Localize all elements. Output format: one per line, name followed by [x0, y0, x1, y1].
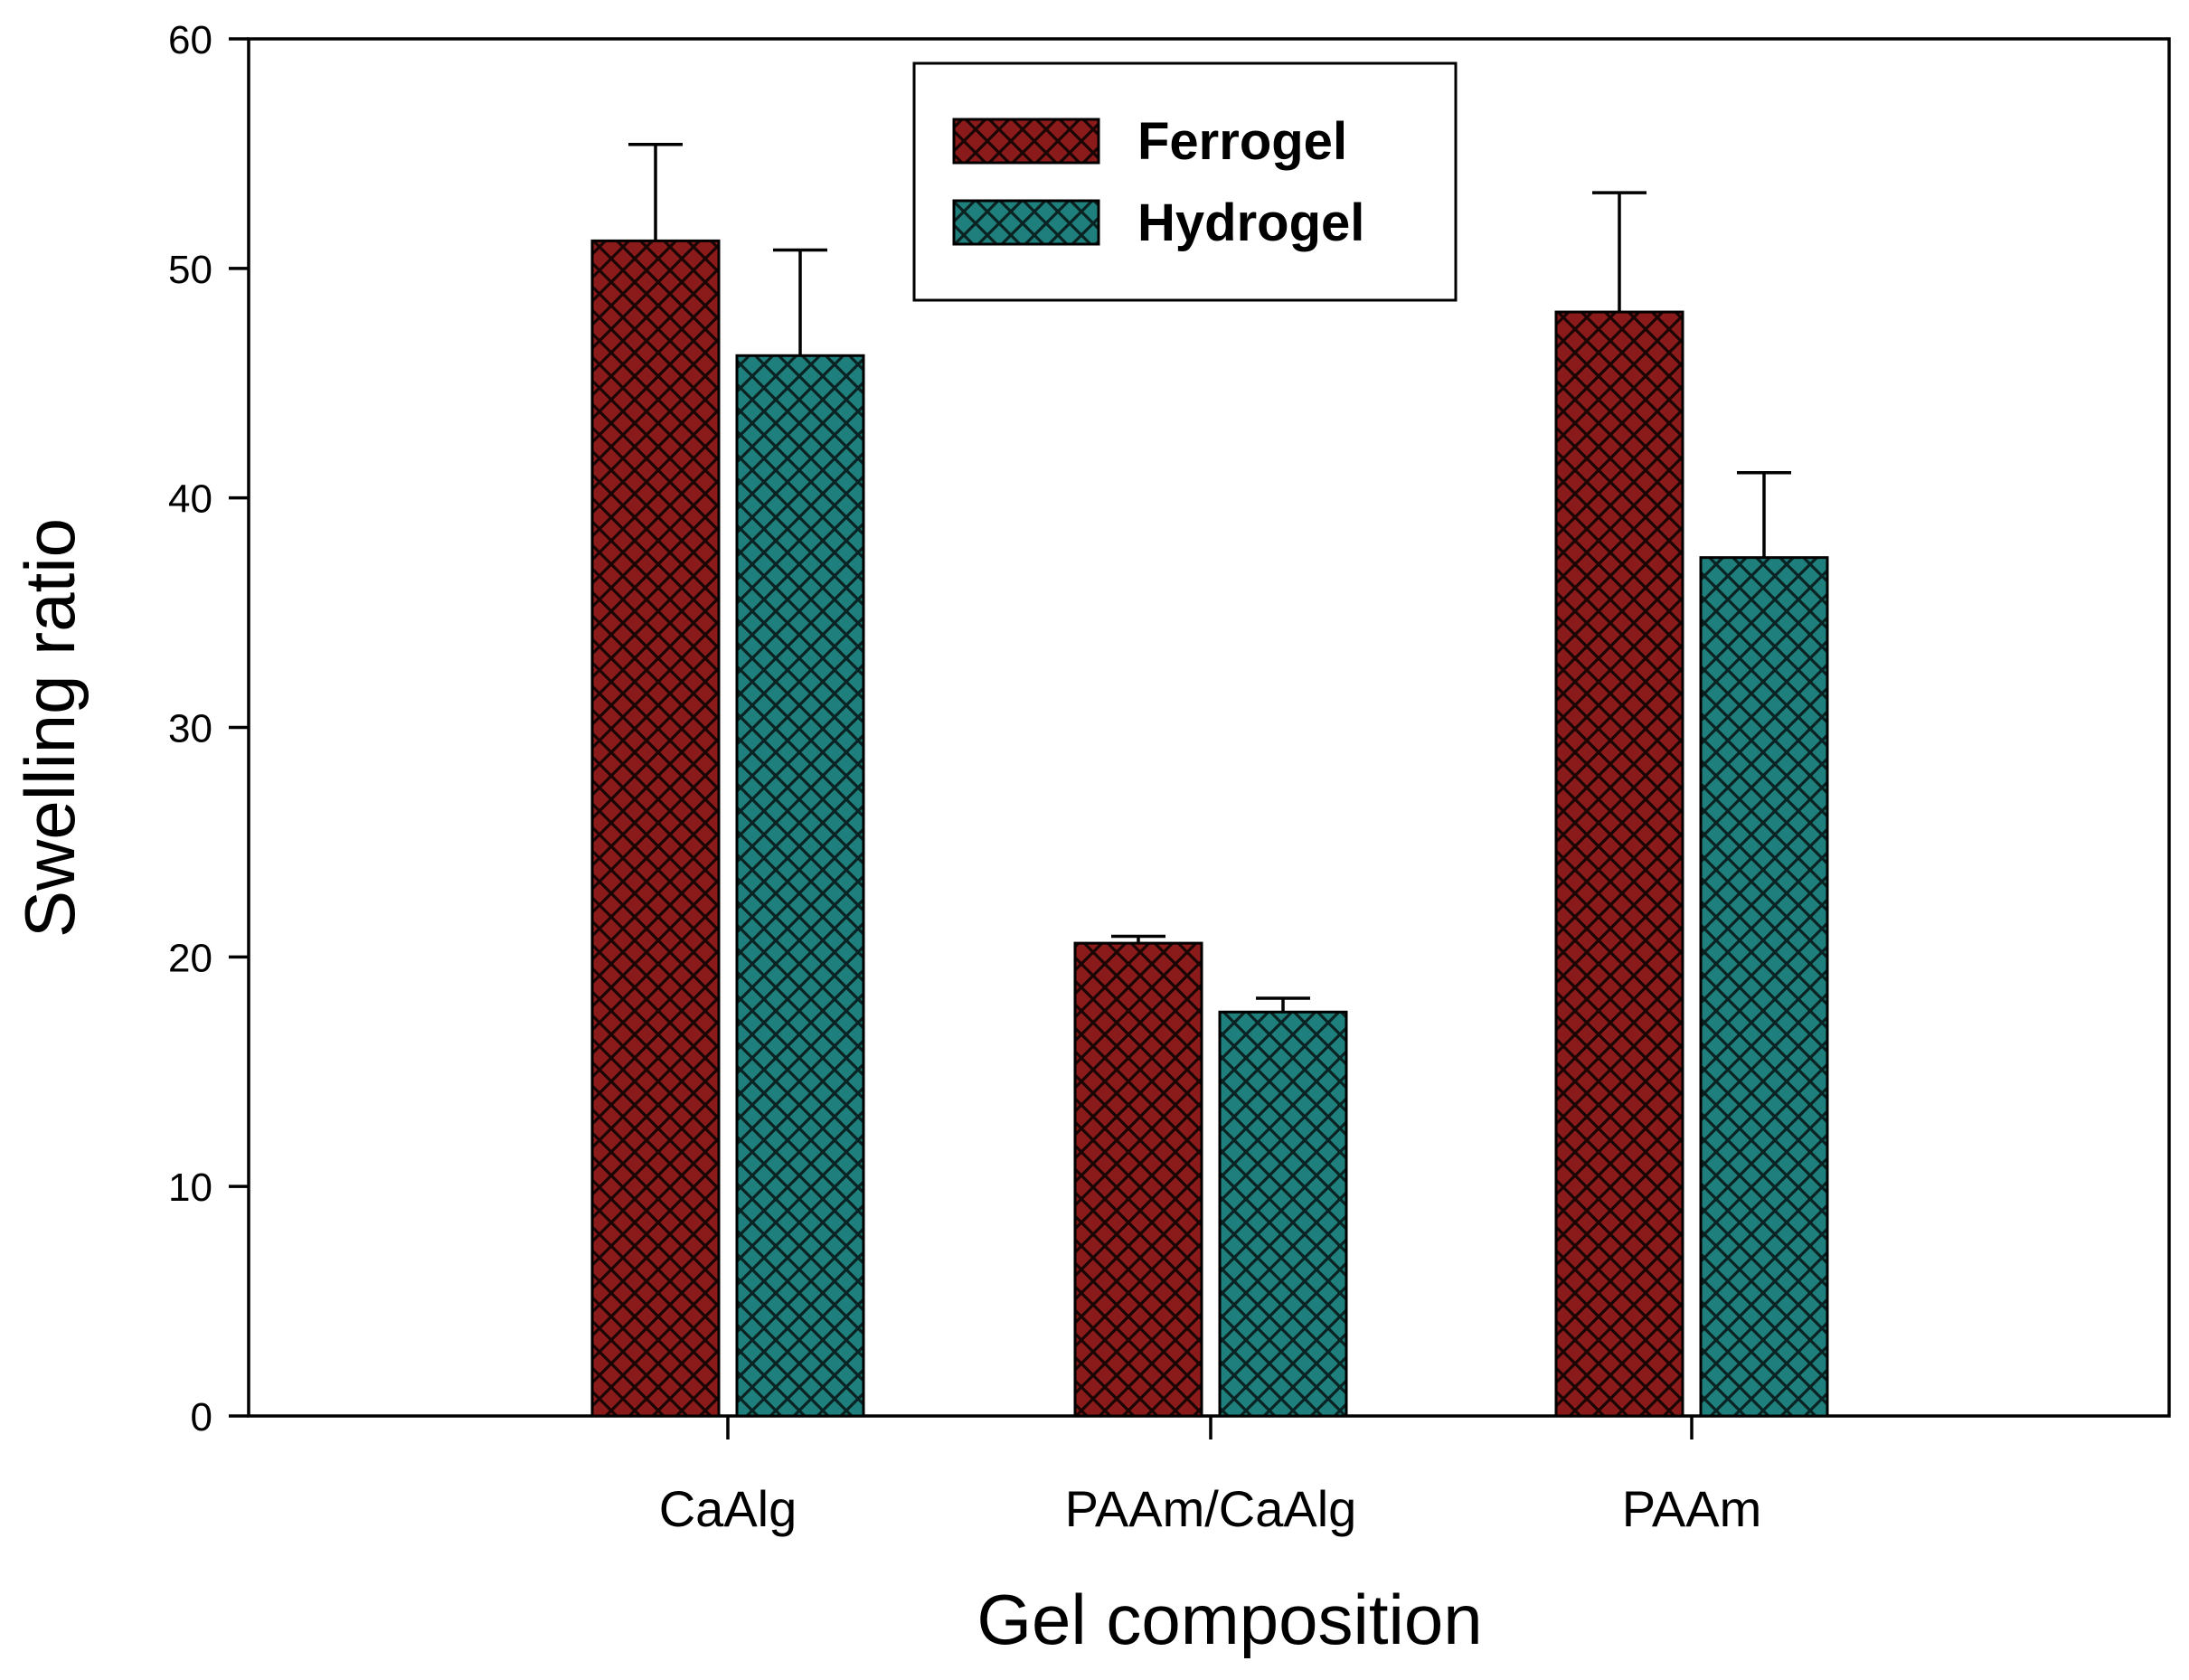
bar-hydrogel-paam	[1699, 556, 1829, 1418]
bar-ferrogel-paam-caalg	[1073, 941, 1203, 1418]
y-tick-label: 30	[168, 707, 212, 751]
bar-ferrogel-caalg	[590, 239, 721, 1418]
y-tick-label: 20	[168, 936, 212, 980]
bars-group	[590, 239, 1829, 1418]
legend-label-ferrogel: Ferrogel	[1137, 112, 1347, 171]
legend: Ferrogel Hydrogel	[912, 61, 1458, 302]
error-bars-group	[628, 143, 1791, 1013]
y-tick-label: 0	[191, 1395, 212, 1439]
x-category-label: PAAm	[1622, 1480, 1762, 1537]
bar-hydrogel-caalg	[735, 354, 865, 1418]
legend-label-hydrogel: Hydrogel	[1137, 193, 1364, 252]
y-axis: 0 10 20 30 40 50 60	[168, 18, 249, 1439]
legend-frame	[912, 61, 1458, 302]
y-axis-title: Swelling ratio	[10, 518, 90, 938]
y-tick-label: 40	[168, 477, 212, 522]
x-axis: CaAlg PAAm/CaAlg PAAm	[659, 1416, 1762, 1537]
legend-swatch-ferrogel	[952, 118, 1100, 165]
x-axis-title: Gel composition	[977, 1580, 1482, 1659]
x-category-label: CaAlg	[659, 1480, 797, 1537]
y-tick-label: 10	[168, 1166, 212, 1210]
bar-hydrogel-paam-caalg	[1218, 1010, 1348, 1418]
y-tick-label: 60	[168, 18, 212, 62]
legend-swatch-hydrogel	[952, 199, 1100, 246]
y-tick-label: 50	[168, 248, 212, 292]
bar-ferrogel-paam	[1554, 310, 1684, 1418]
x-category-label: PAAm/CaAlg	[1065, 1480, 1357, 1537]
